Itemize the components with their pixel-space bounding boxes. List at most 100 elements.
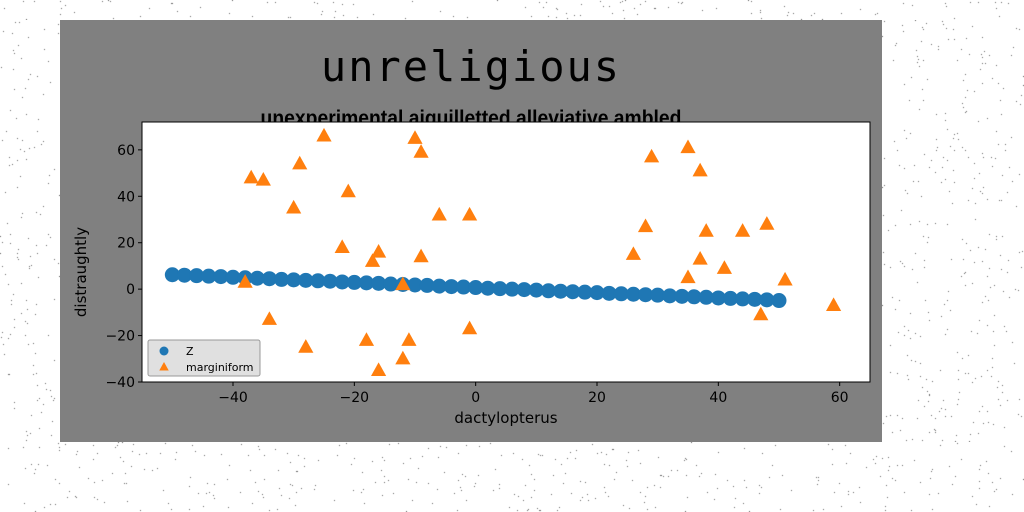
- x-axis-label: dactylopterus: [454, 409, 557, 427]
- marginiform-point: [237, 274, 253, 288]
- z-point: [504, 281, 520, 297]
- marginiform-point: [735, 223, 751, 237]
- marginiform-point: [692, 162, 708, 177]
- z-point: [686, 289, 702, 305]
- z-point: [589, 285, 605, 301]
- legend-z-marker: [159, 346, 169, 356]
- marginiform-point: [407, 130, 423, 144]
- z-point: [249, 270, 265, 286]
- y-tick-label: 20: [117, 236, 135, 252]
- marginiform-point: [401, 332, 417, 346]
- marginiform-point: [413, 248, 429, 263]
- z-point: [650, 287, 666, 303]
- x-tick-label: 40: [709, 390, 727, 406]
- x-tick-label: 0: [471, 390, 480, 406]
- z-point: [601, 285, 617, 301]
- z-point: [371, 275, 387, 291]
- z-point: [346, 274, 362, 290]
- marginiform-point: [716, 260, 732, 274]
- y-tick-label: 60: [117, 143, 135, 159]
- z-point: [577, 284, 593, 300]
- z-point: [662, 288, 678, 304]
- legend-marginiform-marker: [159, 362, 169, 371]
- marginiform-point: [826, 297, 842, 311]
- marginiform-point: [395, 276, 411, 291]
- marginiform-point: [340, 183, 356, 198]
- marginiform-point: [680, 269, 696, 284]
- chart-title: unreligious: [320, 42, 622, 91]
- y-tick-label: −20: [105, 329, 135, 345]
- z-point: [722, 290, 738, 306]
- marginiform-point: [753, 306, 769, 321]
- marginiform-point: [637, 218, 654, 233]
- marginiform-point: [777, 271, 793, 286]
- z-point: [225, 269, 241, 285]
- z-point: [164, 267, 180, 283]
- marginiform-point: [358, 332, 375, 346]
- z-point: [540, 283, 556, 299]
- legend-box: [147, 339, 261, 377]
- y-axis-label: distraughtly: [72, 227, 90, 317]
- x-tick-label: 20: [588, 390, 606, 406]
- z-point: [747, 291, 763, 307]
- marginiform-point: [371, 244, 387, 258]
- marginiform-point: [261, 311, 277, 325]
- y-tick-label: 40: [117, 189, 135, 205]
- marginiform-point: [431, 206, 447, 221]
- marginiform-point: [334, 239, 350, 253]
- z-point: [735, 291, 751, 307]
- x-tick-label: −20: [340, 390, 370, 406]
- z-point: [298, 272, 314, 288]
- marginiform-point: [292, 155, 308, 170]
- marginiform-point: [644, 148, 660, 163]
- z-point: [625, 286, 641, 302]
- y-tick-label: 0: [126, 282, 135, 298]
- z-point: [407, 277, 423, 293]
- z-point: [553, 283, 569, 299]
- legend-z-label: Z: [186, 345, 194, 358]
- marginiform-point: [692, 250, 708, 265]
- z-point: [286, 272, 302, 288]
- z-point: [492, 281, 508, 297]
- z-point: [274, 271, 290, 287]
- z-point: [322, 273, 338, 289]
- marginiform-point: [255, 172, 271, 186]
- z-point: [443, 279, 459, 295]
- legend-marginiform-label: marginiform: [186, 361, 254, 374]
- scatter-plot: −40 −20 0 20 40 60 −40 −20 0 20 40 60 dactylopterus…: [72, 121, 871, 427]
- z-point: [176, 267, 192, 283]
- z-point: [419, 277, 435, 293]
- marginiform-point: [298, 339, 314, 353]
- z-point: [710, 290, 726, 306]
- y-tick-label: −40: [105, 375, 135, 391]
- series-marginiform: [237, 127, 842, 376]
- marginiform-point: [364, 253, 381, 267]
- z-point: [383, 276, 399, 292]
- chart-figure: unreligious unexperimental aiguilletted …: [60, 20, 882, 442]
- marginiform-point: [371, 362, 387, 376]
- legend: Z marginiform: [147, 339, 261, 377]
- marginiform-point: [395, 350, 411, 365]
- marginiform-point: [462, 206, 478, 221]
- z-point: [358, 275, 374, 291]
- marginiform-point: [680, 139, 696, 154]
- z-point: [516, 282, 532, 298]
- z-point: [759, 292, 775, 308]
- z-point: [771, 293, 787, 309]
- z-point: [528, 282, 544, 298]
- z-point: [456, 279, 472, 295]
- z-point: [638, 287, 654, 303]
- z-point: [201, 268, 217, 284]
- marginiform-point: [286, 199, 302, 214]
- z-point: [674, 288, 690, 304]
- axis-ticks: −40 −20 0 20 40 60 −40 −20 0 20 40 60: [105, 143, 848, 406]
- z-point: [698, 289, 714, 305]
- marginiform-point: [316, 127, 332, 142]
- z-point: [261, 271, 277, 287]
- x-tick-label: 60: [831, 390, 849, 406]
- marginiform-point: [413, 144, 429, 158]
- x-tick-label: −40: [218, 390, 248, 406]
- z-point: [310, 273, 326, 289]
- z-point: [468, 280, 484, 296]
- marginiform-point: [243, 169, 259, 184]
